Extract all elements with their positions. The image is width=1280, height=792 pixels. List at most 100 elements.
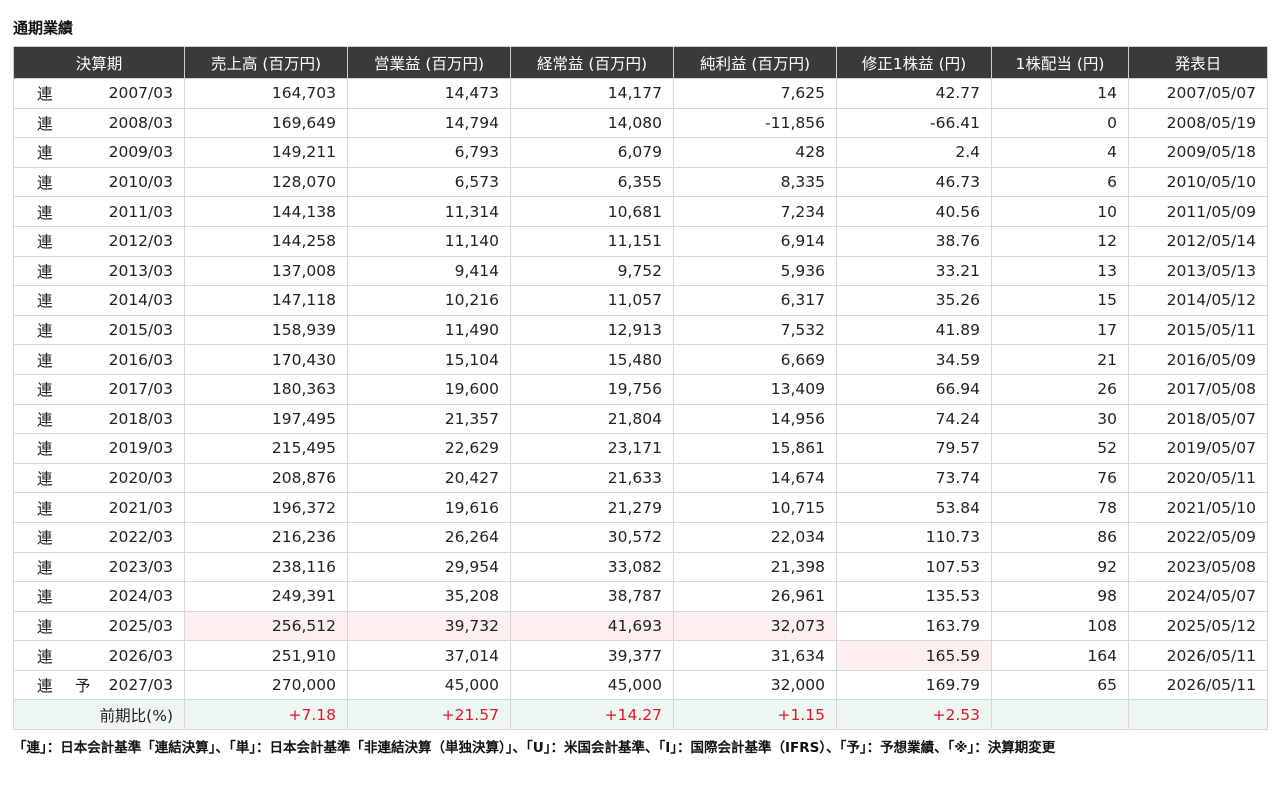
cell-operating-profit: 20,427 (347, 462, 511, 494)
cell-period: 連 2007/03 (13, 78, 185, 109)
cell-ordinary-profit: 11,057 (510, 285, 674, 316)
cell-period: 連 予 2027/03 (13, 669, 185, 701)
col-header-eps[interactable]: 修正1株益 (円) (836, 46, 992, 79)
cell-ordinary-profit: 30,572 (510, 521, 674, 553)
cell-sales: 249,391 (184, 581, 348, 612)
cell-dividend: 21 (991, 344, 1129, 375)
cell-dividend: 0 (991, 107, 1129, 139)
section-title: 通期業績 (13, 19, 74, 37)
table-row: 連 2016/03 170,430 15,104 15,480 6,669 34.59 21 2… (13, 344, 1268, 375)
table-row: 連 2019/03 215,495 22,629 23,171 15,861 79.57 52… (13, 433, 1268, 464)
cell-dividend: 13 (991, 255, 1129, 287)
accounting-standard-badge: 連 (37, 558, 53, 577)
period-label: 2024/03 (108, 587, 173, 606)
table-row: 連 2010/03 128,070 6,573 6,355 8,335 46.73 6 2010… (13, 166, 1268, 198)
cell-period: 連 2022/03 (13, 521, 185, 553)
cell-net-profit: 22,034 (673, 521, 837, 553)
period-label: 2018/03 (108, 409, 173, 428)
cell-operating-profit: 22,629 (347, 433, 511, 464)
table-row: 連 2011/03 144,138 11,314 10,681 7,234 40.56 10 2… (13, 196, 1268, 227)
cell-eps: 169.79 (836, 669, 992, 701)
cell-net-profit: 5,936 (673, 255, 837, 287)
cell-dividend: 92 (991, 551, 1129, 583)
cell-eps: 34.59 (836, 344, 992, 375)
period-label: 2025/03 (108, 616, 173, 635)
cell-eps: 40.56 (836, 196, 992, 227)
cell-net-profit: -11,856 (673, 107, 837, 139)
cell-dividend: 4 (991, 137, 1129, 168)
cell-sales: 216,236 (184, 521, 348, 553)
cell-announce-date: 2021/05/10 (1128, 492, 1268, 523)
cell-announce-date: 2008/05/19 (1128, 107, 1268, 139)
cell-sales: 251,910 (184, 640, 348, 671)
col-header-announce-date[interactable]: 発表日 (1128, 46, 1268, 79)
table-row: 連 2020/03 208,876 20,427 21,633 14,674 73.74 76… (13, 462, 1268, 494)
period-label: 2022/03 (108, 528, 173, 547)
cell-announce-date: 2013/05/13 (1128, 255, 1268, 287)
col-header-ordinary-profit[interactable]: 経常益 (百万円) (510, 46, 674, 79)
cell-net-profit: 7,234 (673, 196, 837, 227)
cell-announce-date: 2025/05/12 (1128, 610, 1268, 642)
col-header-sales[interactable]: 売上高 (百万円) (184, 46, 348, 79)
col-header-operating-profit[interactable]: 営業益 (百万円) (347, 46, 511, 79)
accounting-standard-badge: 連 (37, 114, 53, 133)
col-header-period[interactable]: 決算期 (13, 46, 185, 79)
cell-dividend: 14 (991, 78, 1129, 109)
cell-ordinary-profit: 15,480 (510, 344, 674, 375)
cell-net-profit: 32,073 (673, 610, 837, 642)
cell-operating-profit: 19,600 (347, 373, 511, 405)
yoy-ratio-label: 前期比(%) (13, 699, 185, 731)
forecast-flag: 予 (75, 677, 91, 696)
period-label: 2017/03 (108, 380, 173, 399)
cell-operating-profit: 35,208 (347, 581, 511, 612)
cell-period: 連 2011/03 (13, 196, 185, 227)
accounting-standard-badge: 連 (37, 381, 53, 400)
cell-period: 連 2025/03 (13, 610, 185, 642)
col-header-dividend[interactable]: 1株配当 (円) (991, 46, 1129, 79)
table-row: 連 2018/03 197,495 21,357 21,804 14,956 74.24 30… (13, 403, 1268, 435)
accounting-standard-badge: 連 (37, 144, 53, 163)
cell-sales: 197,495 (184, 403, 348, 435)
cell-period: 連 2012/03 (13, 225, 185, 257)
cell-ordinary-profit: 12,913 (510, 314, 674, 346)
cell-operating-profit: 19,616 (347, 492, 511, 523)
cell-ordinary-profit: 6,355 (510, 166, 674, 198)
cell-operating-profit: 15,104 (347, 344, 511, 375)
cell-operating-profit: 11,140 (347, 225, 511, 257)
cell-eps: 74.24 (836, 403, 992, 435)
accounting-standard-badge: 連 (37, 292, 53, 311)
cell-announce-date: 2007/05/07 (1128, 78, 1268, 109)
cell-announce-date: 2015/05/11 (1128, 314, 1268, 346)
cell-ordinary-profit: 14,177 (510, 78, 674, 109)
col-header-net-profit[interactable]: 純利益 (百万円) (673, 46, 837, 79)
cell-sales: 144,138 (184, 196, 348, 227)
cell-eps: 135.53 (836, 581, 992, 612)
period-label: 2020/03 (108, 469, 173, 488)
accounting-standard-badge: 連 (37, 647, 53, 666)
cell-sales: 137,008 (184, 255, 348, 287)
table-row: 連 2015/03 158,939 11,490 12,913 7,532 41.89 17 2… (13, 314, 1268, 346)
accounting-standard-badge: 連 (37, 233, 53, 252)
cell-operating-profit: 6,573 (347, 166, 511, 198)
table-row: 連 2008/03 169,649 14,794 14,080 -11,856 -66.41… (13, 107, 1268, 139)
cell-operating-profit: 9,414 (347, 255, 511, 287)
accounting-standard-badge: 連 (37, 174, 53, 193)
cell-net-profit: 428 (673, 137, 837, 168)
cell-announce-date: 2017/05/08 (1128, 373, 1268, 405)
cell-ordinary-profit: 14,080 (510, 107, 674, 139)
table-row: 連 2023/03 238,116 29,954 33,082 21,398 107.53 9… (13, 551, 1268, 583)
cell-period: 連 2019/03 (13, 433, 185, 464)
yoy-ratio-row: 前期比(%) +7.18 +21.57 +14.27 +1.15 +2.53 (13, 699, 1268, 731)
cell-period: 連 2014/03 (13, 285, 185, 316)
cell-net-profit: 7,625 (673, 78, 837, 109)
cell-dividend: 6 (991, 166, 1129, 198)
cell-sales: 196,372 (184, 492, 348, 523)
cell-eps: 46.73 (836, 166, 992, 198)
yoy-cell-net-profit: +1.15 (673, 699, 837, 731)
cell-operating-profit: 14,794 (347, 107, 511, 139)
cell-sales: 149,211 (184, 137, 348, 168)
cell-operating-profit: 6,793 (347, 137, 511, 168)
period-label: 2026/03 (108, 646, 173, 665)
table-row: 連 2007/03 164,703 14,473 14,177 7,625 42.77 14 2… (13, 78, 1268, 109)
cell-announce-date: 2011/05/09 (1128, 196, 1268, 227)
